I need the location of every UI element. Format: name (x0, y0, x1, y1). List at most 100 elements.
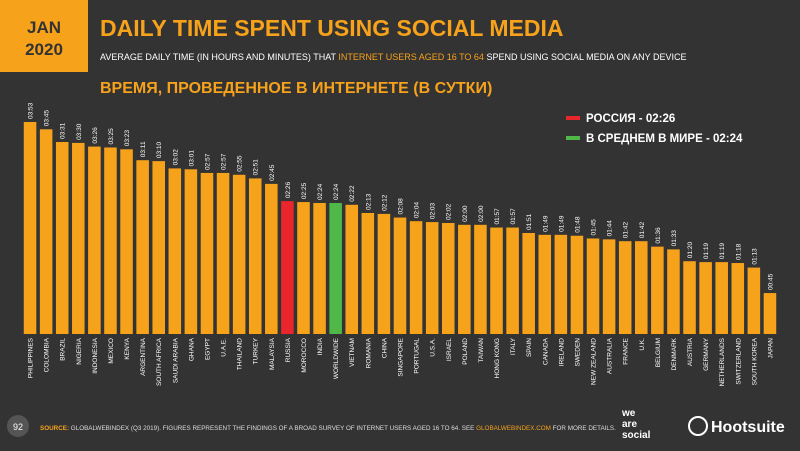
x-tick-label: SAUDI ARABIA (172, 337, 179, 383)
x-tick-label: U.S.A. (430, 338, 437, 357)
subtitle-part: AVERAGE DAILY TIME (IN HOURS AND MINUTES… (100, 52, 338, 62)
value-label: 02:04 (414, 202, 421, 219)
x-tick-label: BELGIUM (655, 338, 662, 367)
value-label: 01:49 (542, 215, 549, 232)
x-tick-label: U.A.E. (221, 338, 228, 357)
logo-are: are (622, 419, 637, 430)
logo-we: we (621, 408, 636, 419)
x-tick-label: AUSTRIA (687, 337, 694, 366)
value-label: 03:30 (76, 123, 83, 140)
value-label: 02:00 (478, 205, 485, 222)
source-link: GLOBALWEBINDEX.COM (476, 425, 551, 432)
bar (409, 221, 423, 334)
page-number: 92 (13, 422, 23, 432)
value-label: 02:24 (333, 183, 340, 200)
value-label: 03:45 (44, 110, 51, 127)
value-label: 01:57 (494, 208, 501, 225)
value-label: 02:24 (317, 183, 324, 200)
bar (216, 172, 230, 334)
x-tick-label: CANADA (542, 337, 549, 365)
x-tick-label: DENMARK (671, 337, 678, 370)
value-label: 01:20 (687, 242, 694, 259)
value-label: 03:53 (28, 102, 35, 119)
bar (265, 183, 278, 334)
value-label: 01:51 (526, 213, 533, 230)
subtitle: AVERAGE DAILY TIME (IN HOURS AND MINUTES… (100, 52, 687, 62)
x-tick-label: GERMANY (703, 337, 710, 371)
bar (248, 178, 262, 334)
heading: ВРЕМЯ, ПРОВЕДЕННОЕ В ИНТЕРНЕТЕ (В СУТКИ) (100, 80, 492, 97)
bar (377, 213, 391, 334)
bar (393, 217, 407, 334)
bar (39, 129, 53, 334)
x-tick-label: ROMANIA (365, 337, 372, 368)
source: SOURCE: GLOBALWEBINDEX (Q3 2019). FIGURE… (40, 425, 616, 432)
x-tick-label: ISRAEL (446, 338, 453, 362)
source-label: SOURCE: (40, 425, 69, 432)
bar (136, 160, 149, 334)
bar (683, 261, 696, 334)
value-label: 02:12 (381, 194, 388, 211)
source-text: FOR MORE DETAILS. (551, 425, 616, 432)
x-tick-label: MOROCCO (301, 338, 308, 373)
value-label: 02:57 (221, 153, 228, 170)
x-tick-label: SOUTH KOREA (751, 337, 758, 385)
x-tick-label: NEW ZEALAND (591, 338, 598, 385)
bar (55, 142, 69, 334)
x-tick-label: MALAYSIA (269, 337, 276, 370)
title: DAILY TIME SPENT USING SOCIAL MEDIA (100, 15, 563, 41)
subtitle-part: SPEND USING SOCIAL MEDIA ON ANY DEVICE (484, 52, 687, 62)
x-tick-label: SWEDEN (574, 338, 581, 367)
x-tick-label: SINGAPORE (398, 337, 405, 376)
value-label: 00:45 (767, 273, 774, 290)
source-text: GLOBALWEBINDEX (Q3 2019). FIGURES REPRES… (69, 425, 476, 432)
value-label: 01:33 (671, 230, 678, 247)
value-label: 02:02 (446, 203, 453, 220)
bar (570, 235, 584, 334)
x-tick-label: PHILIPPINES (28, 337, 35, 378)
x-tick-label: EGYPT (204, 338, 211, 360)
x-tick-label: NETHERLANDS (719, 337, 726, 386)
bar (747, 267, 761, 334)
date-box (0, 0, 88, 72)
legend-swatch (566, 136, 580, 140)
value-label: 01:44 (607, 220, 614, 237)
value-label: 03:02 (172, 149, 179, 166)
x-tick-label: PORTUGAL (414, 338, 421, 374)
x-tick-label: COLOMBIA (44, 337, 51, 372)
value-label: 03:26 (92, 127, 99, 144)
value-label: 01:42 (639, 222, 646, 239)
bar (104, 147, 117, 334)
value-label: 03:11 (140, 141, 147, 157)
bar (120, 149, 133, 334)
x-tick-label: BRAZIL (60, 338, 67, 361)
x-tick-label: WORLDWIDE (333, 337, 340, 379)
logo-owl (688, 416, 708, 436)
value-label: 02:55 (237, 155, 244, 172)
bar (651, 246, 664, 334)
bar (345, 204, 359, 334)
legend-swatch (566, 116, 580, 120)
bar (586, 238, 600, 334)
value-label: 01:36 (655, 227, 662, 244)
year: 2020 (25, 40, 63, 59)
bar (168, 168, 182, 334)
value-label: 02:03 (430, 202, 437, 219)
value-label: 02:00 (462, 205, 469, 222)
x-tick-label: VIETNAM (349, 338, 356, 367)
bar (554, 234, 568, 334)
value-label: 02:51 (253, 159, 260, 176)
bar (200, 172, 214, 334)
month: JAN (27, 18, 61, 37)
value-label: 03:23 (124, 130, 131, 147)
bar (23, 122, 37, 334)
value-label: 01:13 (751, 248, 758, 265)
bar (618, 241, 632, 334)
value-label: 02:26 (285, 182, 292, 199)
bar (522, 233, 535, 334)
bar (731, 263, 745, 334)
x-tick-label: SOUTH AFRICA (156, 337, 163, 386)
x-tick-label: SWITZERLAND (735, 338, 742, 385)
